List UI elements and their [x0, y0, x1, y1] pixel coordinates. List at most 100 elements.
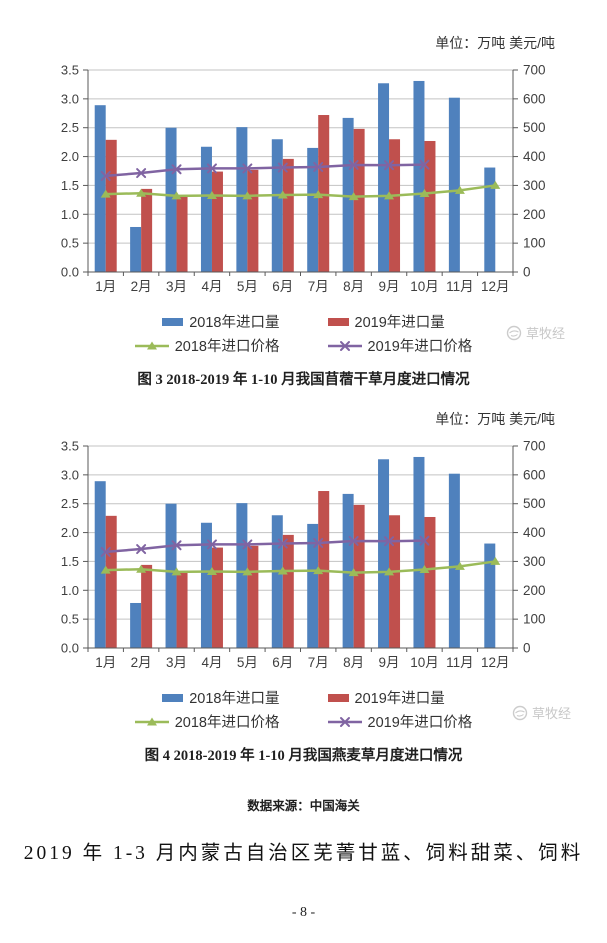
figure4-legend-row-2: 2018年进口价格 2019年进口价格: [134, 711, 473, 732]
svg-text:3.5: 3.5: [61, 63, 79, 78]
svg-text:0.5: 0.5: [61, 236, 79, 251]
legend-bar-swatch-2018-icon: [162, 693, 184, 702]
svg-text:6月: 6月: [272, 279, 293, 294]
legend-bar-swatch-2019-icon: [327, 317, 349, 326]
watermark-text: 草牧经: [525, 326, 565, 341]
svg-text:12月: 12月: [481, 655, 510, 670]
legend-line-swatch-2018-icon: [134, 340, 169, 352]
legend-item-2018-price: 2018年进口价格: [134, 335, 280, 356]
svg-text:200: 200: [523, 583, 546, 598]
svg-text:1.0: 1.0: [61, 207, 79, 222]
legend-item-2018-volume: 2018年进口量: [162, 311, 280, 332]
svg-text:0.5: 0.5: [61, 612, 79, 627]
svg-text:8月: 8月: [343, 655, 364, 670]
watermark: 草牧经: [512, 703, 571, 722]
svg-text:9月: 9月: [379, 655, 400, 670]
svg-text:300: 300: [523, 178, 546, 193]
svg-text:3.0: 3.0: [61, 467, 79, 482]
svg-text:0: 0: [523, 641, 531, 656]
legend-label: 2018年进口量: [189, 315, 280, 331]
svg-text:500: 500: [523, 120, 546, 135]
svg-text:0: 0: [523, 265, 531, 280]
figure3-caption: 图 3 2018-2019 年 1-10 月我国苜蓿干草月度进口情况: [137, 372, 470, 388]
figure4-caption: 图 4 2018-2019 年 1-10 月我国燕麦草月度进口情况: [144, 748, 463, 764]
body-paragraph: 2019 年 1-3 月内蒙古自治区芜菁甘蓝、饲料甜菜、饲料: [23, 843, 584, 864]
svg-text:100: 100: [523, 236, 546, 251]
legend-label: 2018年进口量: [189, 691, 280, 707]
legend-label: 2018年进口价格: [174, 715, 280, 731]
svg-text:1.0: 1.0: [61, 583, 79, 598]
svg-text:11月: 11月: [446, 279, 474, 294]
svg-text:400: 400: [523, 149, 546, 164]
legend-line-swatch-2018-icon: [134, 716, 169, 728]
svg-text:5月: 5月: [237, 655, 258, 670]
figure3-legend: 2018年进口量 2019年进口量 2018年进口价格 2019年进口价格: [0, 311, 607, 356]
svg-text:9月: 9月: [379, 279, 400, 294]
svg-text:0.0: 0.0: [61, 641, 79, 656]
svg-text:600: 600: [523, 467, 546, 482]
data-source-line: 数据来源：中国海关: [247, 799, 360, 813]
watermark-logo-icon: [512, 705, 528, 720]
svg-text:700: 700: [523, 439, 546, 454]
svg-text:11月: 11月: [446, 655, 474, 670]
figure3-unit-label: 单位：万吨 美元/吨: [435, 35, 555, 51]
svg-text:0.0: 0.0: [61, 265, 79, 280]
figure3-legend-row-1: 2018年进口量 2019年进口量: [162, 311, 445, 332]
svg-text:6月: 6月: [272, 655, 293, 670]
legend-item-2019-volume: 2019年进口量: [327, 311, 445, 332]
svg-text:5月: 5月: [237, 279, 258, 294]
legend-bar-swatch-2019-icon: [327, 693, 349, 702]
svg-text:2.5: 2.5: [61, 120, 79, 135]
figure3-legend-row-2: 2018年进口价格 2019年进口价格: [134, 335, 473, 356]
svg-text:1.5: 1.5: [61, 554, 79, 569]
svg-text:3月: 3月: [166, 279, 187, 294]
svg-text:3.5: 3.5: [61, 439, 79, 454]
svg-text:7月: 7月: [308, 279, 329, 294]
svg-text:7月: 7月: [308, 655, 329, 670]
svg-text:1.5: 1.5: [61, 178, 79, 193]
watermark-text: 草牧经: [531, 706, 571, 721]
svg-text:400: 400: [523, 525, 546, 540]
svg-text:3月: 3月: [166, 655, 187, 670]
legend-label: 2018年进口价格: [174, 339, 280, 355]
svg-text:2月: 2月: [131, 279, 152, 294]
svg-text:1月: 1月: [95, 279, 116, 294]
svg-text:200: 200: [523, 207, 546, 222]
svg-text:10月: 10月: [410, 655, 439, 670]
legend-line-swatch-2019-icon: [327, 340, 362, 352]
svg-text:100: 100: [523, 612, 546, 627]
svg-text:700: 700: [523, 63, 546, 78]
figure4-legend-row-1: 2018年进口量 2019年进口量: [162, 687, 445, 708]
svg-text:8月: 8月: [343, 279, 364, 294]
svg-text:1月: 1月: [95, 655, 116, 670]
figure3-block: 单位：万吨 美元/吨 0.0 0.5 1.0 1.5 2.0 2.5 3.0 3.5 0 100 2…: [0, 0, 607, 389]
svg-text:4月: 4月: [201, 655, 222, 670]
svg-text:10月: 10月: [410, 279, 439, 294]
legend-item-2019-price: 2019年进口价格: [327, 335, 473, 356]
page-number: - 8 -: [291, 905, 316, 920]
svg-text:2.0: 2.0: [61, 525, 79, 540]
legend-label: 2019年进口价格: [367, 339, 473, 355]
legend-label: 2019年进口价格: [367, 715, 473, 731]
figure4-legend: 2018年进口量 2019年进口量 2018年进口价格 2019年进口价格: [0, 687, 607, 732]
svg-text:2.5: 2.5: [61, 496, 79, 511]
svg-text:600: 600: [523, 91, 546, 106]
legend-bar-swatch-2018-icon: [162, 317, 184, 326]
svg-text:3.0: 3.0: [61, 91, 79, 106]
svg-text:2月: 2月: [131, 655, 152, 670]
legend-line-swatch-2019-icon: [327, 716, 362, 728]
legend-item-2018-volume: 2018年进口量: [162, 687, 280, 708]
legend-label: 2019年进口量: [354, 691, 445, 707]
figure4-block: 单位：万吨 美元/吨 0.0 0.5 1.0 1.5 2.0 2.5 3.0 3.5 0 100 2…: [0, 389, 607, 765]
svg-text:4月: 4月: [201, 279, 222, 294]
svg-text:500: 500: [523, 496, 546, 511]
figure4-unit-label: 单位：万吨 美元/吨: [435, 411, 555, 427]
watermark: 草牧经: [506, 323, 565, 342]
figure3-chart: 0.0 0.5 1.0 1.5 2.0 2.5 3.0 3.5 0 100 200 300 400 500…: [61, 63, 546, 295]
svg-text:300: 300: [523, 554, 546, 569]
svg-text:2.0: 2.0: [61, 149, 79, 164]
figure4-chart: 0.0 0.5 1.0 1.5 2.0 2.5 3.0 3.5 0 100 200 300 400 500…: [61, 439, 546, 671]
watermark-logo-icon: [506, 325, 522, 340]
legend-item-2019-volume: 2019年进口量: [327, 687, 445, 708]
